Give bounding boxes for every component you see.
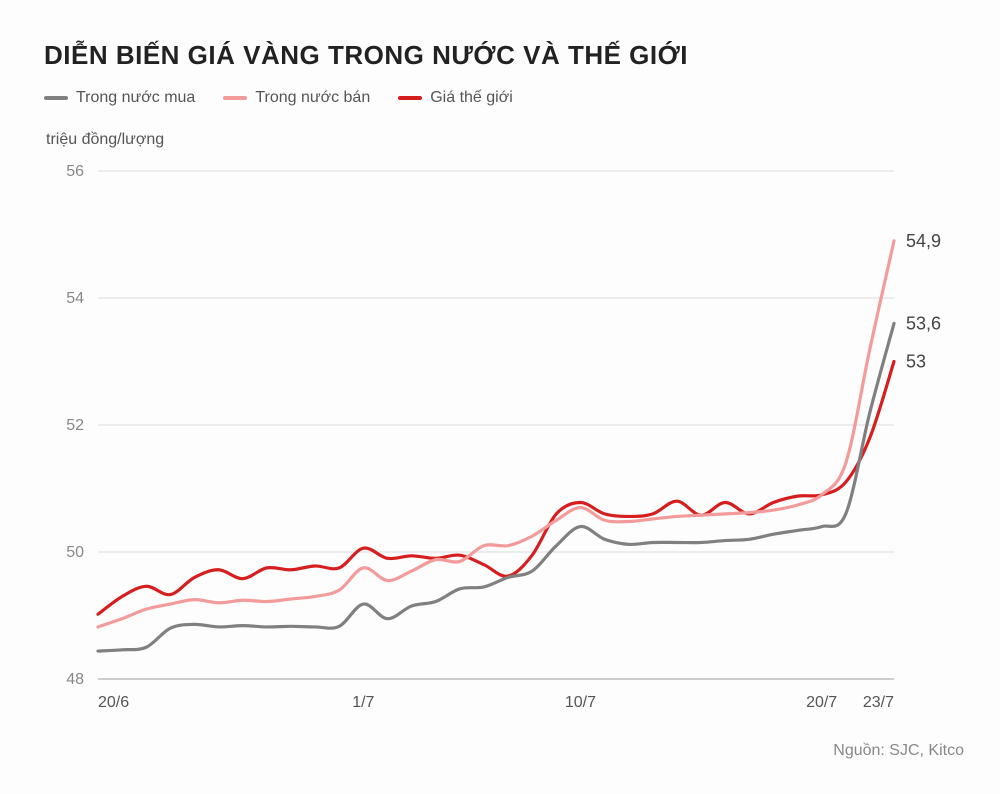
x-tick-label: 23/7 [863, 694, 894, 711]
legend: Trong nước mua Trong nước bán Giá thế gi… [44, 89, 964, 107]
series-end-label: 53,6 [906, 313, 941, 333]
legend-item-buy: Trong nước mua [44, 89, 195, 107]
legend-item-sell: Trong nước bán [223, 89, 370, 107]
legend-item-world: Giá thế giới [398, 89, 513, 107]
chart-title: DIỄN BIẾN GIÁ VÀNG TRONG NƯỚC VÀ THẾ GIỚ… [44, 40, 964, 71]
chart-source: Nguồn: SJC, Kitco [833, 742, 964, 760]
y-tick-label: 54 [66, 290, 84, 307]
x-tick-label: 20/7 [806, 694, 837, 711]
series-end-label: 54,9 [906, 231, 941, 251]
legend-label: Giá thế giới [430, 89, 513, 107]
x-tick-label: 20/6 [98, 694, 129, 711]
chart-area: 485052545620/61/710/720/723/75354,953,6 … [44, 159, 964, 724]
line-chart-svg: 48 50 52 54 56 20/6 1/7 10/7 20/7 23/7 53 54,9 53,6 [44, 159, 964, 719]
legend-swatch-sell [223, 96, 247, 100]
x-tick-label: 10/7 [565, 694, 596, 711]
y-tick-label: 50 [66, 544, 84, 561]
series-line [98, 362, 894, 615]
series-end-label: 53 [906, 352, 926, 372]
legend-swatch-world [398, 96, 422, 100]
legend-label: Trong nước mua [76, 89, 195, 107]
x-tick-label: 1/7 [352, 694, 374, 711]
y-tick-label: 52 [66, 417, 84, 434]
y-axis-unit-label: triệu đồng/lượng [46, 131, 964, 149]
y-tick-label: 48 [66, 671, 84, 688]
y-tick-label: 56 [66, 163, 84, 180]
legend-swatch-buy [44, 96, 68, 100]
legend-label: Trong nước bán [255, 89, 370, 107]
